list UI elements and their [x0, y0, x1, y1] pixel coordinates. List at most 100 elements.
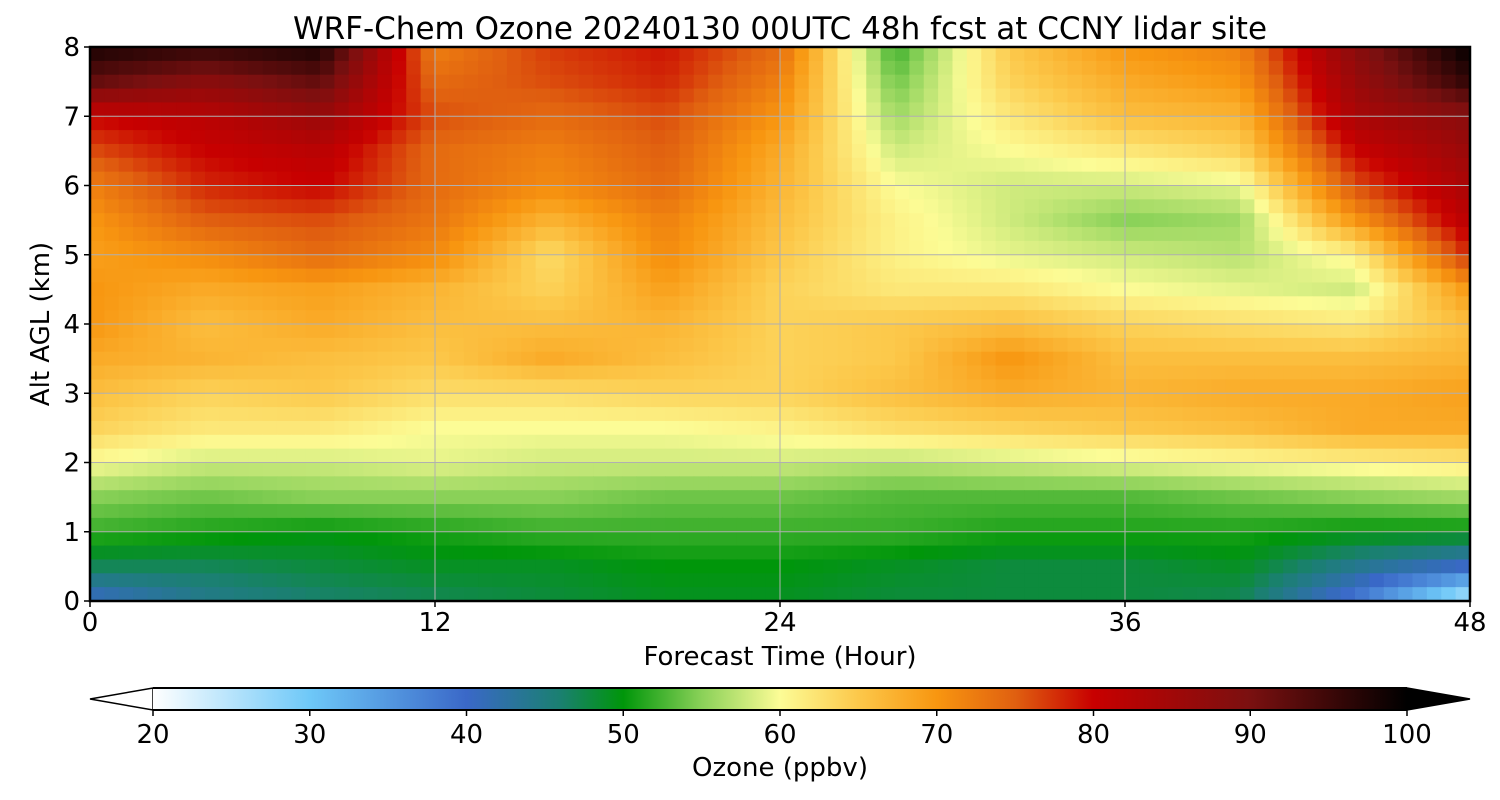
heatmap-cell [1283, 587, 1299, 601]
heatmap-cell [478, 296, 494, 311]
heatmap-cell [1355, 420, 1370, 436]
heatmap-cell [837, 365, 853, 380]
heatmap-cell [895, 559, 910, 574]
heatmap-cell [348, 130, 364, 145]
heatmap-cell [650, 545, 666, 561]
heatmap-cell [1340, 337, 1356, 353]
heatmap-cell [1240, 448, 1255, 464]
heatmap-cell [952, 74, 968, 90]
heatmap-cell [248, 199, 264, 214]
heatmap-cell [435, 240, 450, 256]
heatmap-cell [621, 559, 637, 574]
heatmap-cell [1426, 365, 1442, 380]
heatmap-cell [205, 213, 220, 228]
heatmap-cell [161, 545, 177, 561]
heatmap-cell [435, 476, 450, 491]
colorbar-tick-label: 60 [763, 720, 796, 750]
heatmap-cell [1268, 74, 1284, 90]
heatmap-cell [291, 185, 307, 200]
heatmap-cell [1383, 434, 1399, 450]
heatmap-cell [938, 379, 954, 394]
heatmap-cell [1340, 310, 1356, 325]
heatmap-cell [1240, 116, 1255, 131]
heatmap-cell [291, 296, 307, 311]
heatmap-cell [391, 60, 407, 76]
heatmap-cell [161, 130, 177, 145]
heatmap-cell [1455, 587, 1470, 601]
heatmap-cell [1426, 337, 1442, 353]
heatmap-cell [1125, 102, 1140, 117]
heatmap-cell [636, 420, 652, 436]
heatmap-cell [334, 476, 350, 491]
heatmap-cell [1024, 559, 1040, 574]
heatmap-cell [895, 116, 910, 131]
heatmap-cell [1297, 213, 1313, 228]
heatmap-cell [1081, 448, 1097, 464]
heatmap-cell [1326, 324, 1342, 339]
heatmap-cell [147, 351, 163, 367]
heatmap-cell [1326, 531, 1342, 547]
heatmap-cell [1398, 476, 1414, 491]
heatmap-cell [1168, 227, 1184, 242]
heatmap-cell [291, 531, 307, 547]
heatmap-cell [1211, 74, 1227, 90]
heatmap-cell [578, 476, 594, 491]
heatmap-cell [406, 60, 422, 76]
heatmap-cell [1398, 296, 1414, 311]
heatmap-cell [1196, 130, 1212, 145]
heatmap-cell [895, 240, 910, 256]
heatmap-cell [895, 213, 910, 228]
heatmap-cell [1038, 393, 1054, 408]
heatmap-cell [866, 351, 882, 367]
heatmap-cell [1311, 60, 1327, 76]
heatmap-cell [233, 559, 249, 574]
heatmap-cell [305, 490, 321, 505]
heatmap-cell [435, 88, 450, 103]
heatmap-cell [1139, 407, 1155, 422]
heatmap-cell [1211, 324, 1227, 339]
heatmap-cell [938, 102, 954, 117]
heatmap-cell [1326, 310, 1342, 325]
heatmap-cell [722, 517, 738, 533]
heatmap-cell [866, 504, 882, 519]
heatmap-cell [1254, 587, 1270, 601]
heatmap-cell [118, 476, 134, 491]
heatmap-cell [1240, 130, 1255, 145]
heatmap-cell [219, 171, 235, 187]
heatmap-cell [823, 227, 839, 242]
heatmap-cell [981, 351, 997, 367]
heatmap-cell [1254, 365, 1270, 380]
heatmap-cell [823, 60, 839, 76]
heatmap-cell [722, 296, 738, 311]
heatmap-cell [665, 88, 680, 103]
heatmap-cell [1081, 559, 1097, 574]
heatmap-cell [133, 227, 149, 242]
heatmap-cell [679, 74, 695, 90]
heatmap-cell [736, 213, 752, 228]
heatmap-cell [938, 365, 954, 380]
heatmap-cell [1441, 282, 1457, 297]
heatmap-cell [1139, 282, 1155, 297]
heatmap-cell [1010, 227, 1025, 242]
heatmap-cell [449, 171, 465, 187]
heatmap-cell [1139, 434, 1155, 450]
heatmap-cell [478, 559, 494, 574]
heatmap-cell [1225, 74, 1241, 90]
heatmap-cell [334, 240, 350, 256]
heatmap-cell [909, 74, 925, 90]
heatmap-cell [593, 351, 609, 367]
heatmap-cell [492, 268, 508, 284]
heatmap-cell [506, 296, 522, 311]
heatmap-cell [794, 351, 810, 367]
heatmap-cell [1441, 88, 1457, 103]
heatmap-cell [995, 185, 1011, 200]
heatmap-cell [1053, 476, 1069, 491]
heatmap-cell [1268, 116, 1284, 131]
heatmap-cell [320, 254, 335, 270]
heatmap-cell [406, 296, 422, 311]
heatmap-cell [391, 365, 407, 380]
heatmap-cell [1254, 379, 1270, 394]
heatmap-cell [118, 74, 134, 90]
heatmap-cell [1096, 448, 1112, 464]
heatmap-cell [1412, 504, 1428, 519]
